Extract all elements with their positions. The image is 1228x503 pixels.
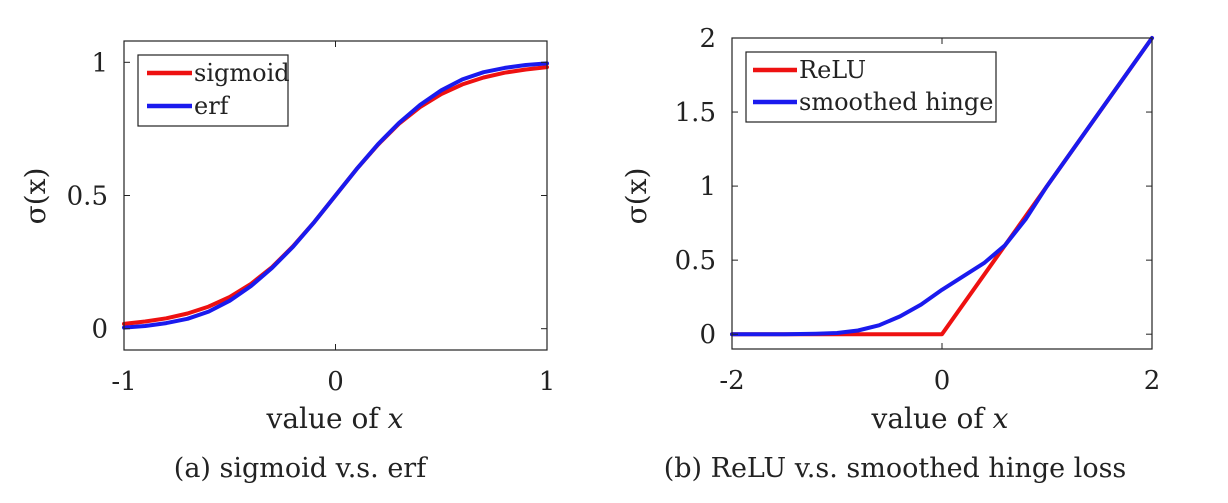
y-tick-label: 1.5 [675,98,716,128]
legend-label-erf: erf [194,92,231,120]
chart-a-xlabel-var: x [388,402,404,435]
chart-a-ticks: -1 0 100.51 [67,41,556,397]
chart-b-caption: (b) ReLU v.s. smoothed hinge loss [664,453,1127,484]
series-line-smoothed-hinge [730,36,1154,337]
y-tick-label: 0 [699,320,716,350]
y-tick-label: 0.5 [67,182,108,212]
chart-a-caption: (a) sigmoid v.s. erf [174,453,428,484]
chart-b-xlabel: value of x [871,402,1009,435]
y-tick-label: 0 [91,315,108,345]
chart-relu-vs-smoothed-hinge: -2 0 200.511.52 ReLU smoothed hinge σ(x) v… [620,24,1160,484]
chart-b-ticks: -2 0 200.511.52 [675,24,1161,396]
chart-b-marks [730,36,1154,337]
chart-a-ylabel: σ(x) [19,168,52,225]
legend-label-relu: ReLU [799,56,866,84]
y-tick-label: 2 [699,24,716,54]
y-tick-label: 1 [91,48,108,78]
x-tick-label: 0 [934,366,951,396]
chart-a-xlabel: value of x [266,402,404,435]
chart-a-legend-box [137,54,289,127]
y-tick-label: 0.5 [675,246,716,276]
chart-sigmoid-vs-erf: -1 0 100.51 sigmoid erf σ(x) value of x (a… [19,40,556,484]
y-tick-label: 1 [699,172,716,202]
chart-b-xlabel-text: value of [871,402,987,435]
chart-b-legend-box [745,51,997,123]
chart-b-legend: ReLU smoothed hinge [745,51,997,123]
x-tick-label: 2 [1144,366,1161,396]
x-tick-label: -1 [111,367,136,397]
chart-b-ylabel: σ(x) [620,168,653,225]
legend-label-sigmoid: sigmoid [194,59,290,87]
x-tick-label: -2 [719,366,744,396]
x-tick-label: 1 [539,367,556,397]
chart-a-legend: sigmoid erf [137,54,290,127]
legend-label-smoothed-hinge: smoothed hinge [799,88,993,116]
chart-a-xlabel-text: value of [266,402,382,435]
chart-a-marks [122,61,549,330]
x-tick-label: 0 [327,367,344,397]
series-line-erf [122,61,549,330]
chart-b-xlabel-var: x [993,402,1009,435]
